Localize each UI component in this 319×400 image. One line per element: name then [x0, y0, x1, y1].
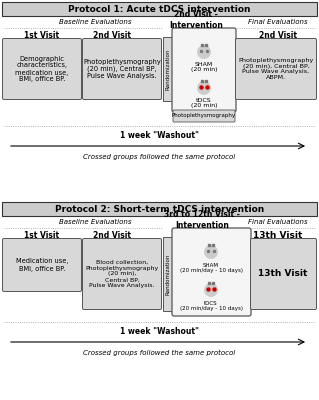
FancyBboxPatch shape [235, 38, 316, 100]
Text: 13th Visit: 13th Visit [258, 270, 308, 278]
Text: 2nd Visit: 2nd Visit [259, 32, 297, 40]
Text: 1st Visit: 1st Visit [25, 32, 60, 40]
Text: SHAM
(20 min): SHAM (20 min) [191, 62, 217, 72]
Circle shape [197, 81, 211, 95]
Text: Baseline Evaluations: Baseline Evaluations [59, 19, 131, 25]
Circle shape [204, 283, 218, 297]
Text: Photoplethysmography: Photoplethysmography [172, 114, 236, 118]
FancyBboxPatch shape [172, 28, 236, 112]
Bar [163, 37, 172, 101]
Text: Photoplethysmography
(20 min), Central BP,
Pulse Wave Analysis.: Photoplethysmography (20 min), Central B… [83, 59, 161, 79]
Text: Randomization: Randomization [165, 253, 170, 295]
Text: 2nd Visit -
Intervention: 2nd Visit - Intervention [169, 10, 223, 30]
Text: tDCS
(20 min/day - 10 days): tDCS (20 min/day - 10 days) [180, 301, 242, 311]
FancyBboxPatch shape [83, 38, 161, 100]
Text: Baseline Evaluations: Baseline Evaluations [59, 219, 131, 225]
FancyBboxPatch shape [3, 38, 81, 100]
Text: 1 week "Washout": 1 week "Washout" [120, 130, 199, 140]
Text: Crossed groups followed the same protocol: Crossed groups followed the same protoco… [83, 154, 236, 160]
Circle shape [204, 245, 218, 258]
Text: Protocol 1: Acute tDCS intervention: Protocol 1: Acute tDCS intervention [68, 4, 251, 14]
Text: 2nd Visit: 2nd Visit [93, 232, 131, 240]
Text: Medication use,
BMI, office BP.: Medication use, BMI, office BP. [16, 258, 68, 272]
Text: 1st Visit: 1st Visit [25, 232, 60, 240]
FancyBboxPatch shape [83, 238, 161, 310]
Text: Crossed groups followed the same protocol: Crossed groups followed the same protoco… [83, 350, 236, 356]
Bar [163, 237, 172, 311]
Text: Randomization: Randomization [165, 48, 170, 90]
Text: 3rd to 12th Visit -
Intervention: 3rd to 12th Visit - Intervention [164, 210, 240, 230]
FancyBboxPatch shape [3, 238, 81, 292]
Text: Protocol 2: Short-term tDCS intervention: Protocol 2: Short-term tDCS intervention [55, 204, 264, 214]
Text: 1 week "Washout": 1 week "Washout" [120, 326, 199, 336]
Text: 13th Visit: 13th Visit [253, 232, 303, 240]
FancyBboxPatch shape [172, 228, 251, 316]
FancyBboxPatch shape [250, 238, 316, 310]
Bar [2, 202, 317, 216]
Text: Photoplethysmography
(20 min), Central BP,
Pulse Wave Analysis,
ABPM.: Photoplethysmography (20 min), Central B… [238, 58, 314, 80]
FancyBboxPatch shape [173, 110, 235, 122]
Text: Blood collection,
Photoplethysmography
(20 min),
Central BP,
Pulse Wave Analysis: Blood collection, Photoplethysmography (… [85, 260, 159, 288]
Text: Final Evaluations: Final Evaluations [248, 219, 308, 225]
Text: 2nd Visit: 2nd Visit [93, 32, 131, 40]
Text: Demographic
characteristics,
medication use,
BMI, office BP.: Demographic characteristics, medication … [15, 56, 69, 82]
Text: SHAM
(20 min/day - 10 days): SHAM (20 min/day - 10 days) [180, 262, 242, 274]
Text: Final Evaluations: Final Evaluations [248, 19, 308, 25]
Circle shape [197, 45, 211, 59]
Bar [2, 2, 317, 16]
Text: tDCS
(20 min): tDCS (20 min) [191, 98, 217, 108]
